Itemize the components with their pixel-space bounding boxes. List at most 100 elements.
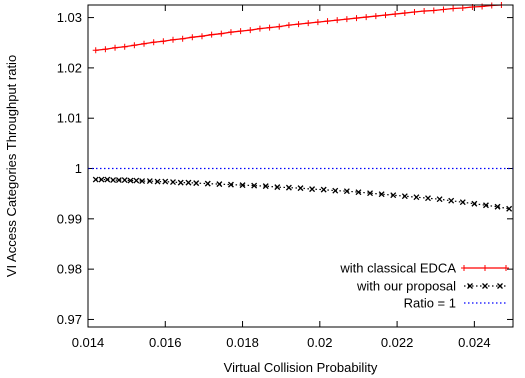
data-point <box>193 180 200 187</box>
y-tick-label: 0.98 <box>57 262 82 277</box>
data-point <box>430 7 437 14</box>
data-point <box>251 182 258 189</box>
data-point <box>459 5 466 12</box>
data-point <box>355 189 362 196</box>
data-point <box>411 9 418 16</box>
data-point <box>133 177 140 184</box>
y-tick-label: 0.99 <box>57 211 82 226</box>
series-line <box>95 4 502 51</box>
data-point <box>146 178 153 185</box>
x-tick-label: 0.014 <box>72 335 105 350</box>
legend-marker <box>497 283 503 289</box>
data-point <box>324 18 331 25</box>
data-point <box>189 34 196 41</box>
legend-marker <box>482 283 488 289</box>
x-axis-label: Virtual Collision Probability <box>224 360 378 375</box>
data-point <box>170 179 176 186</box>
data-point <box>450 5 457 12</box>
data-point <box>139 178 146 185</box>
data-point <box>276 23 283 30</box>
data-point <box>471 200 478 207</box>
data-point <box>179 35 186 42</box>
data-point <box>401 193 408 200</box>
data-point <box>459 199 466 206</box>
data-point <box>131 42 138 49</box>
data-point <box>237 28 244 35</box>
data-point <box>334 17 341 24</box>
x-tick-label: 0.022 <box>381 335 414 350</box>
data-point <box>208 31 215 38</box>
legend-marker <box>503 265 509 271</box>
data-point <box>102 46 109 53</box>
data-point <box>494 203 501 210</box>
data-point <box>110 177 117 184</box>
data-point <box>121 43 128 50</box>
legend-label: with our proposal <box>356 279 456 294</box>
data-point <box>218 30 225 37</box>
data-point <box>266 24 273 31</box>
data-point <box>115 177 122 184</box>
data-point <box>141 40 148 47</box>
legend-label: with classical EDCA <box>339 261 456 276</box>
y-tick-label: 1.03 <box>57 10 82 25</box>
data-point <box>421 8 428 15</box>
data-point <box>367 190 374 197</box>
data-point <box>320 186 327 193</box>
legend-marker <box>482 265 488 271</box>
data-point <box>185 179 192 186</box>
data-point <box>285 22 292 29</box>
data-point <box>121 177 128 184</box>
data-point <box>343 188 350 195</box>
data-point <box>413 194 420 201</box>
data-point <box>274 184 281 191</box>
data-point <box>227 29 234 36</box>
data-point <box>295 21 302 28</box>
series-1 <box>92 176 513 212</box>
data-point <box>448 197 455 204</box>
data-point <box>436 196 443 203</box>
data-point <box>363 14 370 21</box>
data-point <box>343 16 350 23</box>
data-point <box>378 191 385 198</box>
data-point <box>92 47 99 54</box>
series-layer <box>88 2 513 212</box>
data-point <box>285 184 292 191</box>
data-point <box>482 202 489 209</box>
data-point <box>372 13 379 20</box>
data-point <box>425 195 431 202</box>
y-tick-label: 0.97 <box>57 312 82 327</box>
data-point <box>309 186 316 193</box>
data-point <box>150 39 157 46</box>
data-point <box>127 177 134 184</box>
data-point <box>154 178 161 185</box>
legend-marker <box>467 283 473 289</box>
data-point <box>314 19 321 26</box>
data-point <box>198 33 205 40</box>
data-point <box>262 183 269 190</box>
y-tick-label: 1 <box>75 161 82 176</box>
y-tick-label: 1.02 <box>57 60 82 75</box>
data-point <box>160 38 167 45</box>
data-point <box>488 2 495 9</box>
data-point <box>112 44 119 51</box>
data-point <box>297 185 304 192</box>
x-tick-label: 0.024 <box>458 335 491 350</box>
x-tick-label: 0.018 <box>226 335 259 350</box>
axis-ticks: 0.014 0.016 0.018 0.02 0.022 0.024 0.97 0.98 0.9… <box>57 5 513 350</box>
data-point <box>392 11 399 18</box>
data-point <box>382 12 389 19</box>
x-tick-label: 0.02 <box>307 335 332 350</box>
legend-label: Ratio = 1 <box>404 296 456 311</box>
data-point <box>170 36 176 43</box>
data-point <box>104 176 111 183</box>
data-point <box>440 6 447 13</box>
series-line <box>95 178 510 210</box>
data-point <box>247 27 254 34</box>
data-point <box>162 178 169 185</box>
data-point <box>332 187 339 194</box>
data-point <box>305 20 312 27</box>
plot-frame <box>87 4 514 328</box>
y-tick-label: 1.01 <box>57 111 82 126</box>
data-point <box>401 10 408 17</box>
